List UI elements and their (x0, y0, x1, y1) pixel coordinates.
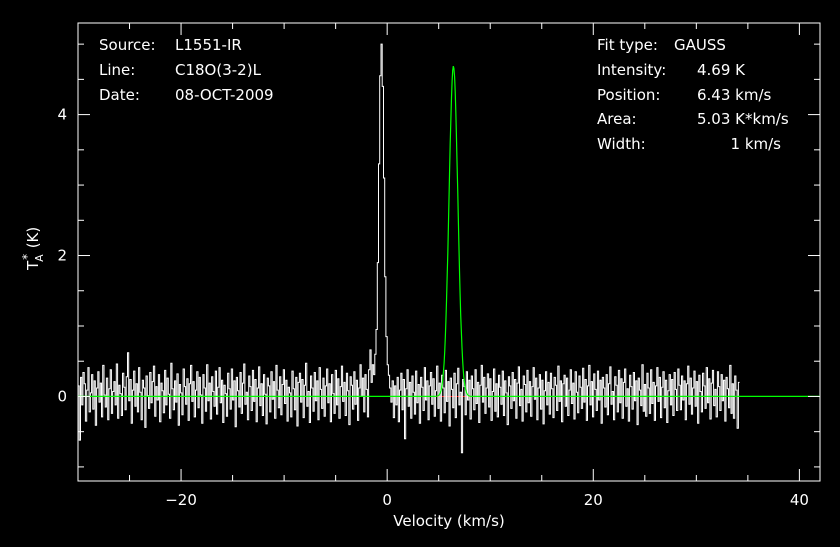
y-axis-label-symbol: T (24, 260, 42, 271)
source-value: L1551-IR (175, 36, 242, 54)
area-value: 5.03 K*km/s (697, 110, 789, 128)
intensity-value: 4.69 K (697, 61, 746, 79)
x-axis-ticks (77, 23, 800, 481)
y-axis-label-superscript: * (20, 254, 34, 260)
line-label: Line: (99, 61, 135, 79)
y-tick-label: 2 (57, 247, 67, 265)
fit-type-value: GAUSS (674, 36, 726, 54)
x-tick-label: −20 (165, 491, 197, 509)
y-tick-label: 4 (57, 106, 67, 124)
x-tick-label: 40 (790, 491, 809, 509)
fit-type-label: Fit type: (597, 36, 658, 54)
area-label: Area: (597, 110, 637, 128)
y-axis-label-unit: (K) (24, 227, 42, 249)
width-value: 1 km/s (731, 135, 782, 153)
y-tick-label: 0 (57, 387, 67, 405)
y-axis-ticks (78, 43, 820, 468)
position-value: 6.43 km/s (697, 86, 772, 104)
svg-text:T*A(K): T*A (K) (20, 227, 46, 271)
width-label: Width: (597, 135, 646, 153)
plot-frame (77, 22, 821, 482)
source-label: Source: (99, 36, 156, 54)
x-tick-label: 0 (382, 491, 392, 509)
intensity-label: Intensity: (597, 61, 666, 79)
gaussian-fit-curve (78, 65, 820, 397)
spectrum-trace (78, 43, 740, 454)
y-axis-label-subscript: A (33, 254, 46, 262)
y-axis-label: T*A (K) (20, 227, 46, 271)
line-value: C18O(3-2)L (175, 61, 262, 79)
date-label: Date: (99, 86, 140, 104)
date-value: 08-OCT-2009 (175, 86, 274, 104)
x-axis-label: Velocity (km/s) (393, 512, 504, 530)
x-tick-label: 20 (584, 491, 603, 509)
position-label: Position: (597, 86, 660, 104)
